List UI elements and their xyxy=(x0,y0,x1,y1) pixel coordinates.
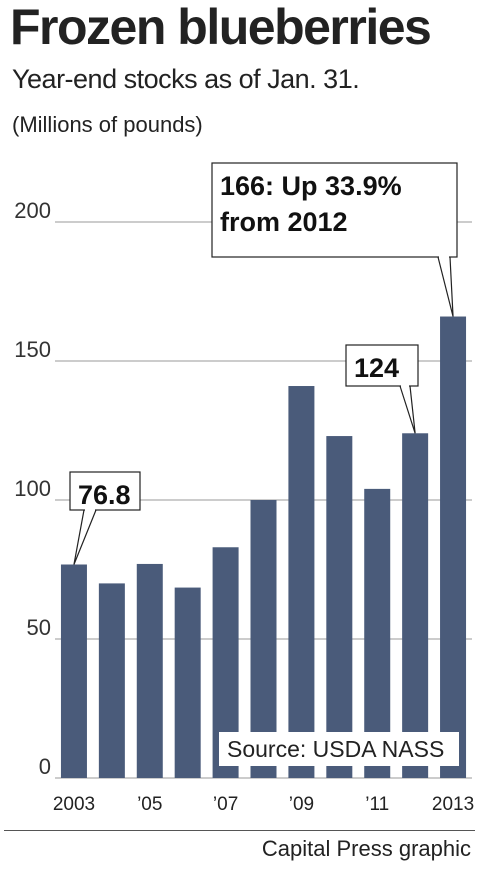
x-tick-label: ’09 xyxy=(289,794,314,815)
bar-2009 xyxy=(288,386,315,778)
chart-title: Frozen blueberries xyxy=(10,0,432,55)
credit-label: Capital Press graphic xyxy=(261,836,471,861)
x-tick-label: ’11 xyxy=(365,794,389,815)
callout-label: 124 xyxy=(354,353,399,383)
callout-pointer xyxy=(399,385,416,434)
bar-2003 xyxy=(60,564,87,778)
y-tick-label: 200 xyxy=(14,198,51,223)
x-tick-label: 2013 xyxy=(432,794,474,815)
x-tick-label: 2003 xyxy=(53,794,95,815)
x-tick-label: ’07 xyxy=(213,794,238,815)
callout-pointer xyxy=(437,256,454,317)
y-tick-label: 150 xyxy=(14,337,51,362)
y-tick-label: 100 xyxy=(14,476,51,501)
callout-box xyxy=(69,471,141,511)
bar-2010 xyxy=(326,436,353,778)
callout-pointer xyxy=(73,509,97,565)
bar-2005 xyxy=(136,563,163,778)
y-tick-label: 0 xyxy=(39,754,51,779)
callout-label: 76.8 xyxy=(78,480,131,510)
bar-chart: 0 50 100 150 200 2003 ’05 ’07 ’09 ’11 2013 76.8 12… xyxy=(14,162,474,815)
callout-box xyxy=(211,162,458,258)
units-label: (Millions of pounds) xyxy=(12,112,203,137)
callout-label: from 2012 xyxy=(220,207,348,237)
bar-2012 xyxy=(402,433,429,778)
callout-box xyxy=(345,344,419,387)
chart-subtitle: Year-end stocks as of Jan. 31. xyxy=(12,64,360,94)
bar-2004 xyxy=(98,583,125,778)
bar-2013 xyxy=(440,316,467,778)
footer-divider xyxy=(4,830,475,831)
callout-label: 166: Up 33.9% xyxy=(220,171,402,201)
source-label: Source: USDA NASS xyxy=(227,736,444,762)
source-box xyxy=(219,732,459,766)
bar-2006 xyxy=(174,587,201,778)
x-tick-label: ’05 xyxy=(137,794,162,815)
bar-2011 xyxy=(364,488,391,778)
bar-2008 xyxy=(250,500,277,778)
y-tick-label: 50 xyxy=(27,615,51,640)
